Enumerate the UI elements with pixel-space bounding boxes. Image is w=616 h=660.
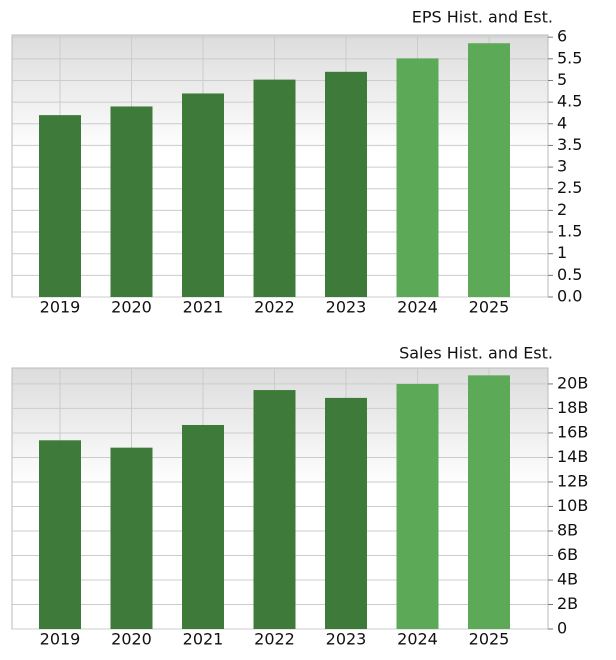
y-tick-label: 5 bbox=[557, 70, 567, 89]
x-tick-label: 2023 bbox=[326, 298, 367, 317]
x-tick-label: 2021 bbox=[183, 630, 224, 649]
y-tick-label: 1 bbox=[557, 243, 567, 262]
y-tick-label: 18B bbox=[557, 398, 588, 417]
chart-title: EPS Hist. and Est. bbox=[412, 8, 553, 27]
x-tick-label: 2022 bbox=[254, 298, 295, 317]
bar bbox=[325, 71, 367, 298]
bar bbox=[253, 390, 296, 629]
y-tick-label: 4.5 bbox=[557, 92, 582, 111]
x-tick-label: 2025 bbox=[469, 298, 510, 317]
bar bbox=[182, 93, 224, 298]
x-tick-label: 2020 bbox=[111, 630, 152, 649]
y-tick-label: 4 bbox=[557, 113, 567, 132]
y-tick-label: 3.5 bbox=[557, 135, 582, 154]
y-tick-label: 6B bbox=[557, 545, 578, 564]
y-tick-label: 3 bbox=[557, 157, 567, 176]
y-tick-label: 16B bbox=[557, 422, 588, 441]
bar bbox=[396, 383, 439, 629]
x-tick-label: 2020 bbox=[111, 298, 152, 317]
bar bbox=[39, 440, 81, 629]
y-tick-label: 8B bbox=[557, 520, 578, 539]
bar bbox=[396, 58, 439, 297]
y-tick-label: 2 bbox=[557, 200, 567, 219]
y-tick-label: 0.5 bbox=[557, 265, 582, 284]
x-tick-label: 2025 bbox=[469, 630, 510, 649]
bar bbox=[110, 447, 153, 629]
y-tick-label: 4B bbox=[557, 569, 578, 588]
y-tick-label: 14B bbox=[557, 447, 588, 466]
bar bbox=[39, 115, 81, 298]
y-tick-label: 0.0 bbox=[557, 287, 582, 306]
bar bbox=[468, 43, 510, 297]
bar bbox=[468, 375, 510, 629]
y-tick-label: 5.5 bbox=[557, 48, 582, 67]
bar bbox=[253, 79, 296, 298]
x-tick-label: 2019 bbox=[40, 630, 81, 649]
x-tick-label: 2022 bbox=[254, 630, 295, 649]
bar bbox=[325, 397, 367, 629]
x-tick-label: 2019 bbox=[40, 298, 81, 317]
x-tick-label: 2021 bbox=[183, 298, 224, 317]
y-tick-label: 0 bbox=[557, 619, 567, 638]
y-tick-label: 10B bbox=[557, 496, 588, 515]
y-tick-label: 6 bbox=[557, 27, 567, 46]
bar bbox=[182, 424, 224, 629]
y-tick-label: 20B bbox=[557, 373, 588, 392]
x-tick-label: 2023 bbox=[326, 630, 367, 649]
chart-title: Sales Hist. and Est. bbox=[399, 344, 553, 363]
bar bbox=[110, 106, 153, 297]
y-tick-label: 2.5 bbox=[557, 178, 582, 197]
x-tick-label: 2024 bbox=[397, 630, 438, 649]
y-tick-label: 1.5 bbox=[557, 222, 582, 241]
y-tick-label: 12B bbox=[557, 471, 588, 490]
y-tick-label: 2B bbox=[557, 594, 578, 613]
x-tick-label: 2024 bbox=[397, 298, 438, 317]
